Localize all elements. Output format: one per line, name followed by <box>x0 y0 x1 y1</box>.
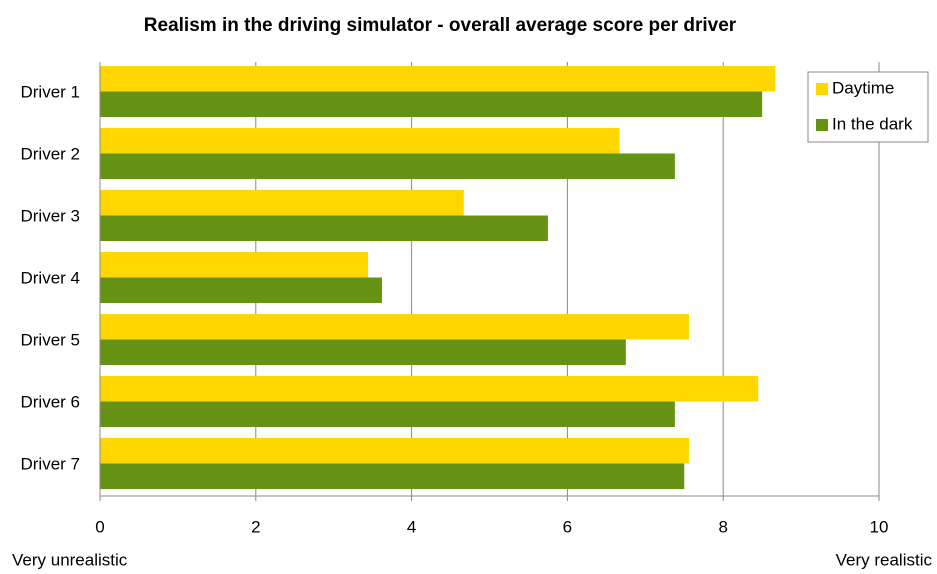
legend-label: In the dark <box>832 114 913 133</box>
bar <box>100 314 689 340</box>
bar <box>100 438 689 464</box>
bar <box>100 91 763 117</box>
x-tick-label: 6 <box>563 517 572 536</box>
annotation: Very unrealistic <box>12 550 128 569</box>
bar <box>100 153 675 179</box>
bar <box>100 128 620 154</box>
y-tick-label: Driver 2 <box>20 144 80 163</box>
legend-swatch <box>816 83 828 95</box>
y-tick-label: Driver 4 <box>20 268 80 287</box>
bar <box>100 339 626 365</box>
x-tick-label: 4 <box>407 517 416 536</box>
bar <box>100 277 382 303</box>
x-tick-label: 2 <box>251 517 260 536</box>
x-tick-label: 0 <box>95 517 104 536</box>
bar <box>100 401 675 427</box>
y-tick-label: Driver 7 <box>20 454 80 473</box>
bar <box>100 215 548 241</box>
bar <box>100 66 776 92</box>
y-tick-label: Driver 1 <box>20 82 80 101</box>
bar <box>100 376 759 402</box>
bar <box>100 463 685 489</box>
bar <box>100 252 368 278</box>
legend-swatch <box>816 119 828 131</box>
x-tick-label: 10 <box>870 517 889 536</box>
legend-label: Daytime <box>832 78 894 97</box>
x-tick-label: 8 <box>718 517 727 536</box>
y-tick-label: Driver 5 <box>20 330 80 349</box>
y-tick-label: Driver 6 <box>20 392 80 411</box>
annotation: Very realistic <box>836 550 933 569</box>
chart-title: Realism in the driving simulator - overa… <box>144 15 737 36</box>
y-tick-label: Driver 3 <box>20 206 80 225</box>
bar <box>100 190 464 216</box>
